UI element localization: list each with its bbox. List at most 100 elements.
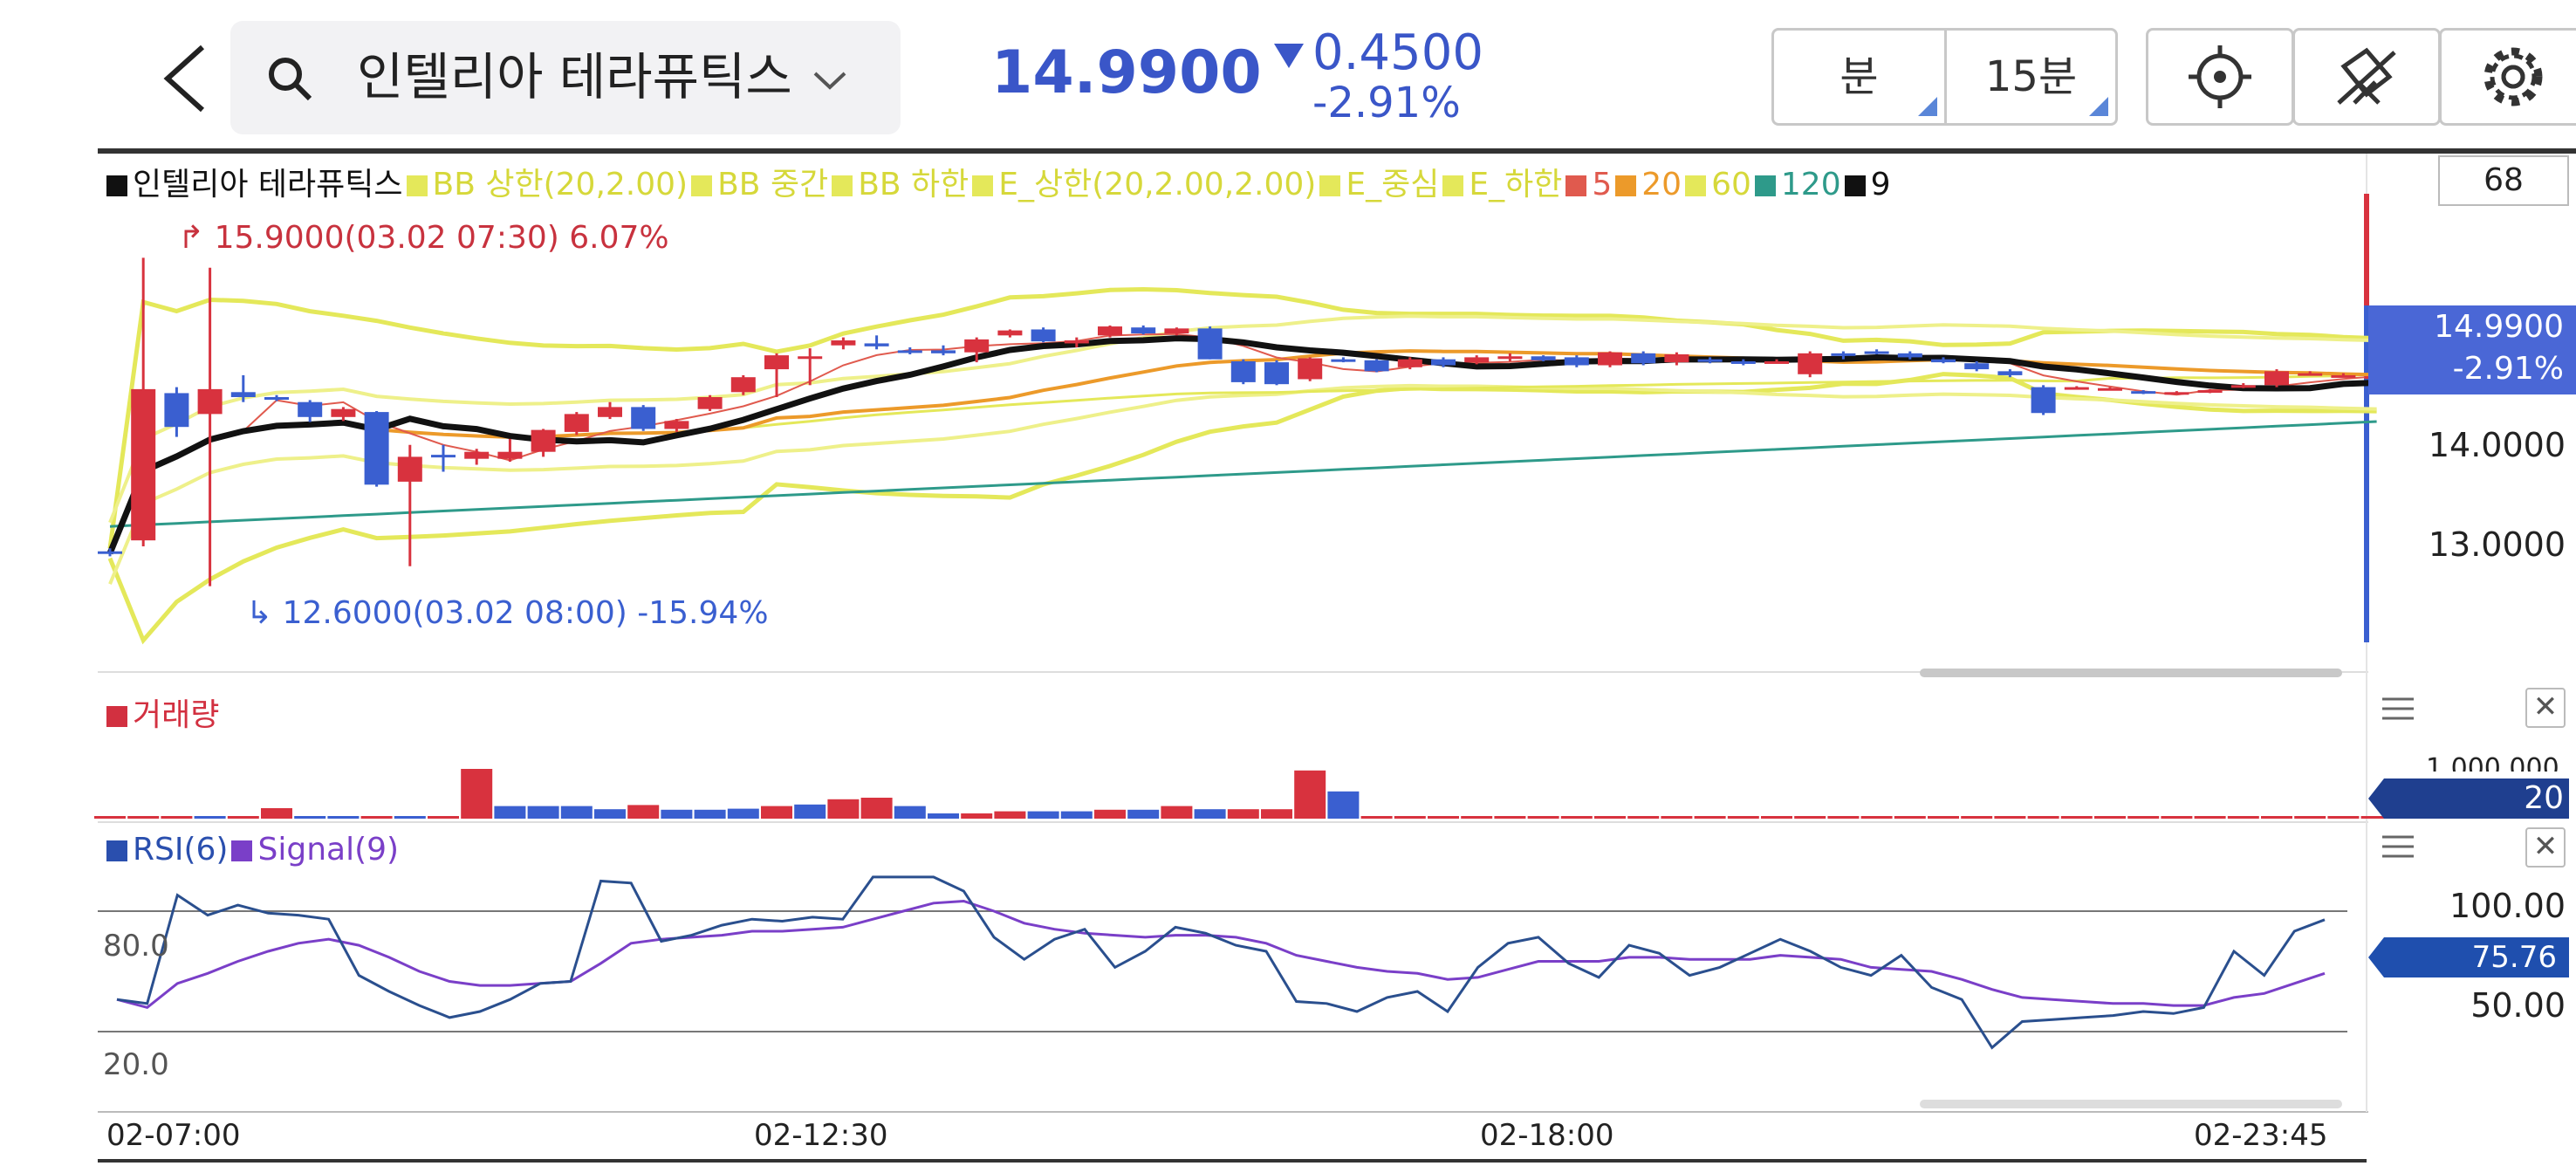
crosshair-button[interactable] bbox=[2146, 28, 2294, 126]
rsi-menu-icon[interactable] bbox=[2382, 834, 2414, 859]
low-annotation-text: 12.6000(03.02 08:00) -15.94% bbox=[282, 595, 769, 631]
volume-bar bbox=[1494, 816, 1526, 819]
rsi-y-tick-100: 100.00 bbox=[2449, 887, 2566, 925]
volume-bar bbox=[461, 769, 493, 819]
volume-bar bbox=[894, 806, 926, 819]
back-icon bbox=[163, 45, 205, 113]
candle-body bbox=[1197, 328, 1223, 360]
volume-bar bbox=[560, 806, 593, 819]
volume-bar bbox=[827, 799, 860, 819]
main-legend-swatch bbox=[1844, 175, 1866, 196]
volume-bar bbox=[661, 809, 693, 819]
volume-menu-icon[interactable] bbox=[2382, 696, 2414, 721]
main-legend-label: 60 bbox=[1711, 167, 1751, 202]
period-unit-select[interactable]: 분 bbox=[1774, 31, 1947, 123]
rsi-close-button[interactable]: ✕ bbox=[2525, 827, 2566, 868]
volume-bar bbox=[994, 811, 1026, 819]
volume-bar bbox=[327, 816, 360, 819]
candle-body bbox=[2197, 390, 2223, 394]
chart-canvas[interactable] bbox=[0, 154, 2576, 1166]
candle-body bbox=[331, 408, 356, 417]
badge-percent: -2.91% bbox=[2452, 351, 2564, 387]
crosshair-icon bbox=[2189, 45, 2251, 108]
chevron-down-icon[interactable] bbox=[808, 59, 852, 103]
change-value: 0.4500 bbox=[1312, 24, 1483, 81]
candle-body bbox=[598, 407, 622, 417]
volume-bar bbox=[594, 809, 626, 819]
candle-body bbox=[730, 377, 756, 393]
volume-bar bbox=[1261, 809, 1292, 819]
main-legend-item: 60 bbox=[1685, 164, 1751, 206]
candle-body bbox=[1964, 363, 1990, 370]
main-legend-swatch bbox=[1685, 175, 1707, 196]
main-legend-item: 인텔리아 테라퓨틱스 bbox=[106, 164, 403, 206]
dropdown-corner-icon bbox=[1918, 97, 1937, 116]
volume-bar bbox=[1227, 809, 1259, 819]
main-legend-swatch bbox=[1615, 175, 1637, 196]
candle-body bbox=[1931, 359, 1956, 363]
candle-body bbox=[1364, 360, 1389, 372]
volume-bar bbox=[494, 806, 526, 819]
main-legend-label: E_상한(20,2.00,2.00) bbox=[998, 167, 1317, 202]
candle-body bbox=[931, 350, 956, 353]
envelope-lower-line bbox=[108, 383, 2377, 585]
signal-line bbox=[116, 899, 2326, 1010]
volume-bar bbox=[1794, 816, 1826, 819]
volume-bar bbox=[127, 816, 160, 819]
volume-bar bbox=[294, 816, 326, 819]
volume-bar bbox=[194, 816, 226, 819]
settings-button[interactable] bbox=[2439, 28, 2576, 126]
period-unit-label: 분 bbox=[1840, 52, 1879, 101]
top-value-box: 68 bbox=[2438, 155, 2569, 206]
rsi-y-tick-50: 50.00 bbox=[2470, 986, 2566, 1025]
candle-body bbox=[1464, 357, 1490, 363]
candle-body bbox=[1531, 356, 1556, 360]
volume-bar bbox=[2327, 816, 2360, 819]
main-legend-item: BB 상한(20,2.00) bbox=[406, 164, 688, 206]
main-legend-swatch bbox=[1754, 175, 1776, 196]
ma120-line bbox=[109, 420, 2377, 528]
volume-legend: 거래량 bbox=[106, 689, 219, 735]
volume-bar bbox=[2360, 816, 2393, 819]
change-percent: -2.91% bbox=[1312, 79, 1461, 127]
main-legend-label: 120 bbox=[1780, 167, 1841, 202]
volume-bar bbox=[161, 816, 193, 819]
candle-body bbox=[164, 393, 189, 428]
stock-search-box[interactable]: 인텔리아 테라퓨틱스 bbox=[230, 21, 901, 134]
low-price-annotation: ↳ 12.6000(03.02 08:00) -15.94% bbox=[246, 595, 769, 631]
volume-bar bbox=[1094, 809, 1126, 819]
main-legend-item: E_중심 bbox=[1319, 164, 1439, 206]
rsi-legend-item: Signal(9) bbox=[231, 829, 399, 871]
candle-body bbox=[697, 397, 723, 409]
candle-body bbox=[1331, 359, 1356, 362]
volume-bar bbox=[360, 816, 393, 819]
back-button[interactable] bbox=[148, 35, 218, 122]
volume-bar bbox=[1860, 816, 1893, 819]
rsi-legend-item: RSI(6) bbox=[106, 829, 228, 871]
candle-body bbox=[2098, 388, 2122, 391]
candle-body bbox=[1564, 357, 1589, 366]
candle-body bbox=[1997, 371, 2023, 375]
candle-body bbox=[1497, 356, 1523, 360]
x-tick-1230: 02-12:30 bbox=[754, 1118, 888, 1153]
period-value-select[interactable]: 15분 bbox=[1947, 31, 2115, 123]
volume-close-button[interactable]: ✕ bbox=[2525, 688, 2566, 728]
candle-body bbox=[2230, 385, 2256, 388]
main-legend-swatch bbox=[406, 175, 428, 196]
main-legend-label: E_중심 bbox=[1346, 167, 1440, 202]
rsi-legend-swatch bbox=[231, 840, 253, 861]
stock-name: 인텔리아 테라퓨틱스 bbox=[357, 47, 792, 106]
envelope-upper-line bbox=[108, 314, 2377, 524]
volume-bar bbox=[1661, 816, 1693, 819]
volume-bar bbox=[394, 816, 426, 819]
volume-badge-value: 20 bbox=[2524, 780, 2564, 816]
x-tick-1800: 02-18:00 bbox=[1480, 1118, 1614, 1153]
y-tick-14: 14.0000 bbox=[2428, 426, 2566, 464]
y-tick-13: 13.0000 bbox=[2428, 525, 2566, 564]
remove-drawings-button[interactable] bbox=[2292, 28, 2441, 126]
volume-bar bbox=[2194, 816, 2226, 819]
candle-body bbox=[131, 388, 156, 541]
candle-body bbox=[1831, 353, 1856, 356]
current-price-badge: 14.9900 -2.91% bbox=[2368, 305, 2576, 394]
candle-body bbox=[1697, 359, 1723, 362]
